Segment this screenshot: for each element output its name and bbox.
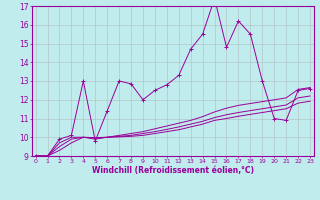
X-axis label: Windchill (Refroidissement éolien,°C): Windchill (Refroidissement éolien,°C) (92, 166, 254, 175)
